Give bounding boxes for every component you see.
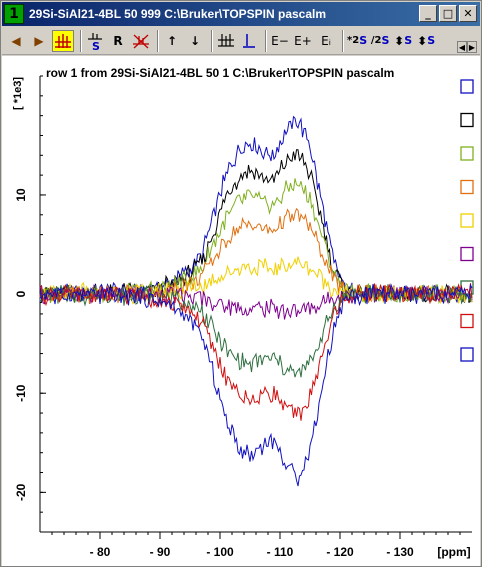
exp-i-label: Eᵢ <box>321 33 331 48</box>
scale-div2-s: S <box>381 34 390 47</box>
y-tick-label: -10 <box>14 384 28 402</box>
spectrum-row-line <box>39 178 473 305</box>
legend-swatch <box>460 347 474 362</box>
exp-minus-label: E− <box>271 33 289 48</box>
x-tick-label: - 110 <box>267 545 294 559</box>
scale-x2-button[interactable]: *2 S <box>347 30 367 52</box>
arrow-down-icon[interactable]: ↓ <box>185 30 205 52</box>
spectrum-row-line <box>39 283 473 421</box>
minimize-button[interactable]: _ <box>419 5 437 22</box>
toolbar-separator <box>80 29 82 52</box>
x-tick-label: - 90 <box>150 545 171 559</box>
shift-updown2-s: S <box>427 34 436 47</box>
scale-div2-button[interactable]: /2 S <box>370 30 390 52</box>
arrow-up-icon[interactable]: ↑ <box>162 30 182 52</box>
scale-x2-label: *2 <box>347 35 360 46</box>
legend-swatch <box>460 79 474 94</box>
legend-swatch <box>460 112 474 128</box>
close-button[interactable]: ✕ <box>459 5 477 22</box>
window-number-badge[interactable]: 1 <box>4 4 24 24</box>
arrow-right-glyph: ▶ <box>34 33 44 48</box>
toolbar-separator <box>157 29 159 52</box>
toolbar: ◀ ▶ S R ↑ ↓ <box>2 27 480 55</box>
exp-plus-button[interactable]: E+ <box>293 30 313 52</box>
title-bar[interactable]: 1 29Si-SiAl21-4BL 50 999 C:\Bruker\TOPSP… <box>2 2 480 26</box>
x-tick-label: - 80 <box>90 545 111 559</box>
arrow-right-icon[interactable]: ▶ <box>29 30 49 52</box>
spectrum-row-line <box>39 283 473 487</box>
spectrum-row-line <box>39 115 473 305</box>
spectrum-chart[interactable]: -20 -10 0 10 - 80 - 90 - 100 - 110 - 120 - 130 [pp… <box>2 56 480 566</box>
maximize-button[interactable]: □ <box>439 5 457 22</box>
scale-icon[interactable]: S <box>85 30 105 52</box>
legend-swatch <box>460 246 474 262</box>
y-tick-label: 10 <box>14 188 28 202</box>
toolbar-scroll: ◀ ▶ <box>457 41 477 53</box>
shift-updown2-button[interactable]: ⬍ S <box>416 30 436 52</box>
window-title: 29Si-SiAl21-4BL 50 999 C:\Bruker\TOPSPIN… <box>29 7 327 21</box>
exp-i-button[interactable]: Eᵢ <box>316 30 336 52</box>
plot-title: row 1 from 29Si-SiAl21-4BL 50 1 C:\Bruke… <box>46 66 395 80</box>
legend-swatch <box>460 313 474 329</box>
scale-x2-s: S <box>359 34 368 47</box>
reset-button[interactable]: R <box>108 30 128 52</box>
multi-display-icon[interactable] <box>52 29 74 52</box>
toolbar-scroll-left-icon[interactable]: ◀ <box>457 41 467 53</box>
scale-div2-label: /2 <box>370 35 382 46</box>
toolbar-separator <box>211 29 213 52</box>
arrow-up-glyph: ↑ <box>166 33 178 48</box>
exp-minus-button[interactable]: E− <box>270 30 290 52</box>
arrow-down-glyph: ↓ <box>189 33 201 48</box>
baseline-icon[interactable] <box>239 30 259 52</box>
legend-swatch <box>460 179 474 195</box>
reset-label: R <box>113 33 123 48</box>
arrow-left-icon[interactable]: ◀ <box>6 30 26 52</box>
shift-updown2-glyph: ⬍ <box>417 33 428 48</box>
y-tick-label: -20 <box>14 483 28 501</box>
remove-spectrum-icon[interactable] <box>131 30 151 52</box>
svg-text:S: S <box>92 40 100 51</box>
x-tick-label: - 120 <box>326 545 354 559</box>
shift-updown-button[interactable]: ⬍ S <box>393 30 413 52</box>
arrow-left-glyph: ◀ <box>11 33 21 48</box>
align-icon[interactable] <box>216 30 236 52</box>
toolbar-separator <box>265 29 267 52</box>
shift-updown-s: S <box>404 34 413 47</box>
toolbar-scroll-right-icon[interactable]: ▶ <box>467 41 477 53</box>
x-axis-unit: [ppm] <box>437 545 470 559</box>
x-tick-label: - 100 <box>206 545 234 559</box>
spectrum-row-line <box>39 256 473 305</box>
legend-swatch <box>460 146 474 161</box>
toolbar-separator <box>342 29 344 52</box>
exp-plus-label: E+ <box>294 33 312 48</box>
spectrum-row-line <box>39 149 473 304</box>
y-tick-label: 0 <box>14 290 28 297</box>
x-tick-label: - 130 <box>386 545 414 559</box>
plot-area[interactable]: row 1 from 29Si-SiAl21-4BL 50 1 C:\Bruke… <box>2 56 480 566</box>
legend-swatch <box>460 213 474 228</box>
shift-updown-glyph: ⬍ <box>394 33 405 48</box>
